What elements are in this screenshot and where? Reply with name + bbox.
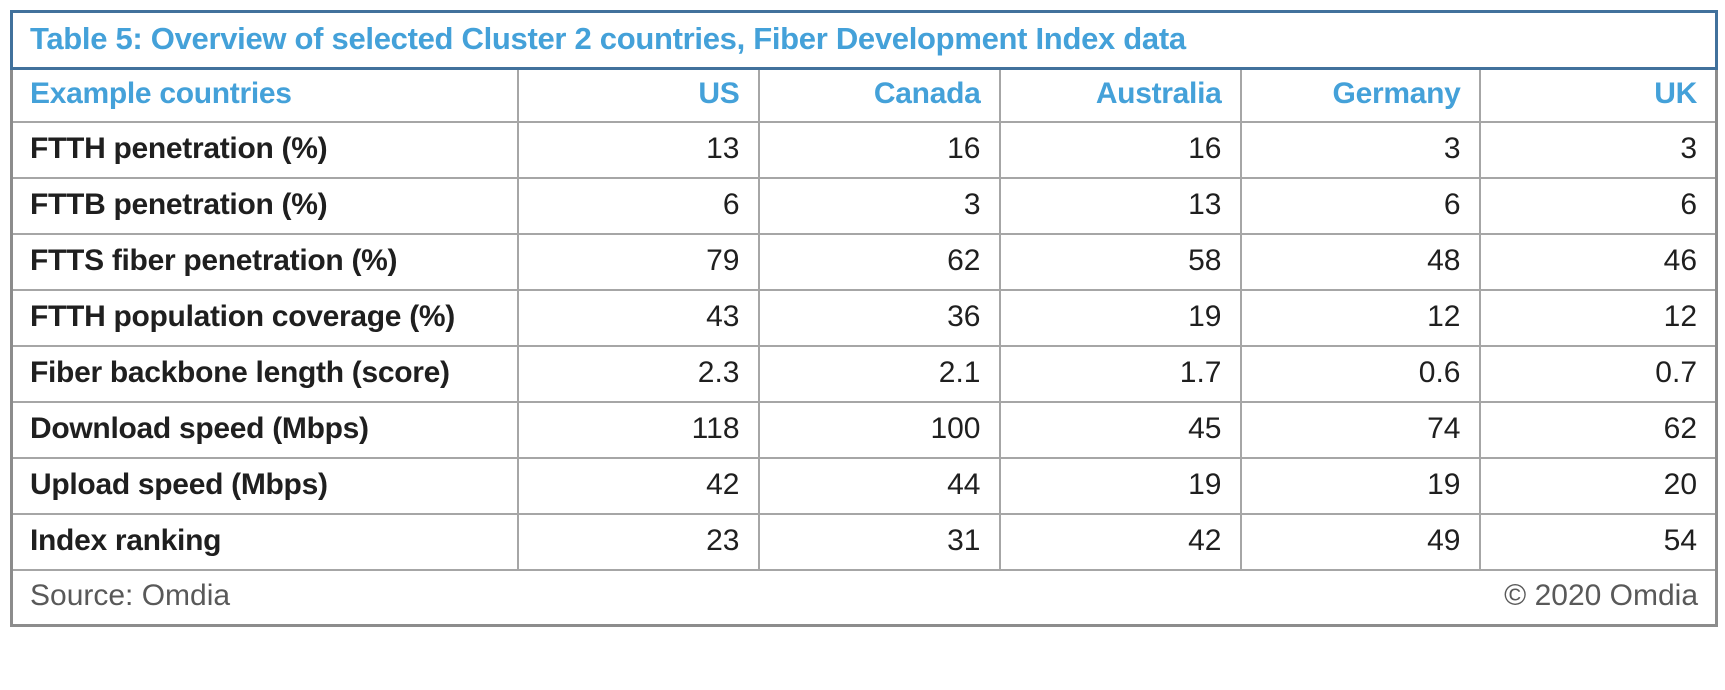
data-cell: 36	[757, 288, 1001, 347]
table-row: FTTS fiber penetration (%) 79 62 58 48 46	[10, 232, 1718, 291]
data-cell: 42	[516, 456, 760, 515]
data-cell: 62	[757, 232, 1001, 291]
data-cell: 13	[516, 120, 760, 179]
footer-row: Source: Omdia © 2020 Omdia	[10, 568, 1718, 627]
data-cell: 2.1	[757, 344, 1001, 403]
data-cell: 20	[1478, 456, 1718, 515]
data-cell: 48	[1239, 232, 1481, 291]
data-cell: 3	[1239, 120, 1481, 179]
data-cell: 19	[1239, 456, 1481, 515]
data-cell: 6	[1239, 176, 1481, 235]
footer-cell: Source: Omdia © 2020 Omdia	[10, 568, 1718, 627]
title-row: Table 5: Overview of selected Cluster 2 …	[9, 10, 1719, 70]
data-cell: 31	[757, 512, 1001, 571]
data-cell: 0.7	[1478, 344, 1718, 403]
data-cell: 58	[998, 232, 1242, 291]
data-cell: 23	[516, 512, 760, 571]
data-cell: 118	[516, 400, 760, 459]
data-cell: 1.7	[998, 344, 1242, 403]
table-row: Upload speed (Mbps) 42 44 19 19 20	[10, 456, 1718, 515]
row-label: FTTB penetration (%)	[10, 176, 519, 235]
column-header-canada: Canada	[757, 67, 1001, 123]
column-header-uk: UK	[1478, 67, 1718, 123]
table-row: FTTB penetration (%) 6 3 13 6 6	[10, 176, 1718, 235]
data-cell: 62	[1478, 400, 1718, 459]
data-cell: 54	[1478, 512, 1718, 571]
table-title: Table 5: Overview of selected Cluster 2 …	[9, 10, 1719, 70]
row-label: FTTH population coverage (%)	[10, 288, 519, 347]
data-cell: 100	[757, 400, 1001, 459]
data-cell: 19	[998, 456, 1242, 515]
column-header-australia: Australia	[998, 67, 1242, 123]
column-header-us: US	[516, 67, 760, 123]
row-label: FTTH penetration (%)	[10, 120, 519, 179]
data-cell: 12	[1478, 288, 1718, 347]
data-cell: 46	[1478, 232, 1718, 291]
data-cell: 19	[998, 288, 1242, 347]
copyright-text: © 2020 Omdia	[1504, 579, 1699, 613]
row-label: Fiber backbone length (score)	[10, 344, 519, 403]
data-cell: 74	[1239, 400, 1481, 459]
data-cell: 3	[1478, 120, 1718, 179]
row-label: Upload speed (Mbps)	[10, 456, 519, 515]
data-cell: 42	[998, 512, 1242, 571]
row-label: FTTS fiber penetration (%)	[10, 232, 519, 291]
data-cell: 12	[1239, 288, 1481, 347]
data-cell: 44	[757, 456, 1001, 515]
data-cell: 16	[757, 120, 1001, 179]
header-row: Example countries US Canada Australia Germa…	[10, 67, 1718, 123]
data-cell: 2.3	[516, 344, 760, 403]
data-cell: 13	[998, 176, 1242, 235]
data-cell: 3	[757, 176, 1001, 235]
data-cell: 0.6	[1239, 344, 1481, 403]
column-header-germany: Germany	[1239, 67, 1481, 123]
table-row: FTTH population coverage (%) 43 36 19 12 12	[10, 288, 1718, 347]
row-label: Index ranking	[10, 512, 519, 571]
data-cell: 16	[998, 120, 1242, 179]
source-text: Source: Omdia	[30, 579, 231, 613]
data-cell: 49	[1239, 512, 1481, 571]
fiber-development-index-table: Table 5: Overview of selected Cluster 2 …	[9, 10, 1719, 627]
table-row: Download speed (Mbps) 118 100 45 74 62	[10, 400, 1718, 459]
data-cell: 43	[516, 288, 760, 347]
data-cell: 79	[516, 232, 760, 291]
header-example-countries: Example countries	[10, 67, 519, 123]
table-row: FTTH penetration (%) 13 16 16 3 3	[10, 120, 1718, 179]
table-row: Fiber backbone length (score) 2.3 2.1 1.7 0.…	[10, 344, 1718, 403]
table-row: Index ranking 23 31 42 49 54	[10, 512, 1718, 571]
data-cell: 6	[1478, 176, 1718, 235]
row-label: Download speed (Mbps)	[10, 400, 519, 459]
data-cell: 6	[516, 176, 760, 235]
data-cell: 45	[998, 400, 1242, 459]
